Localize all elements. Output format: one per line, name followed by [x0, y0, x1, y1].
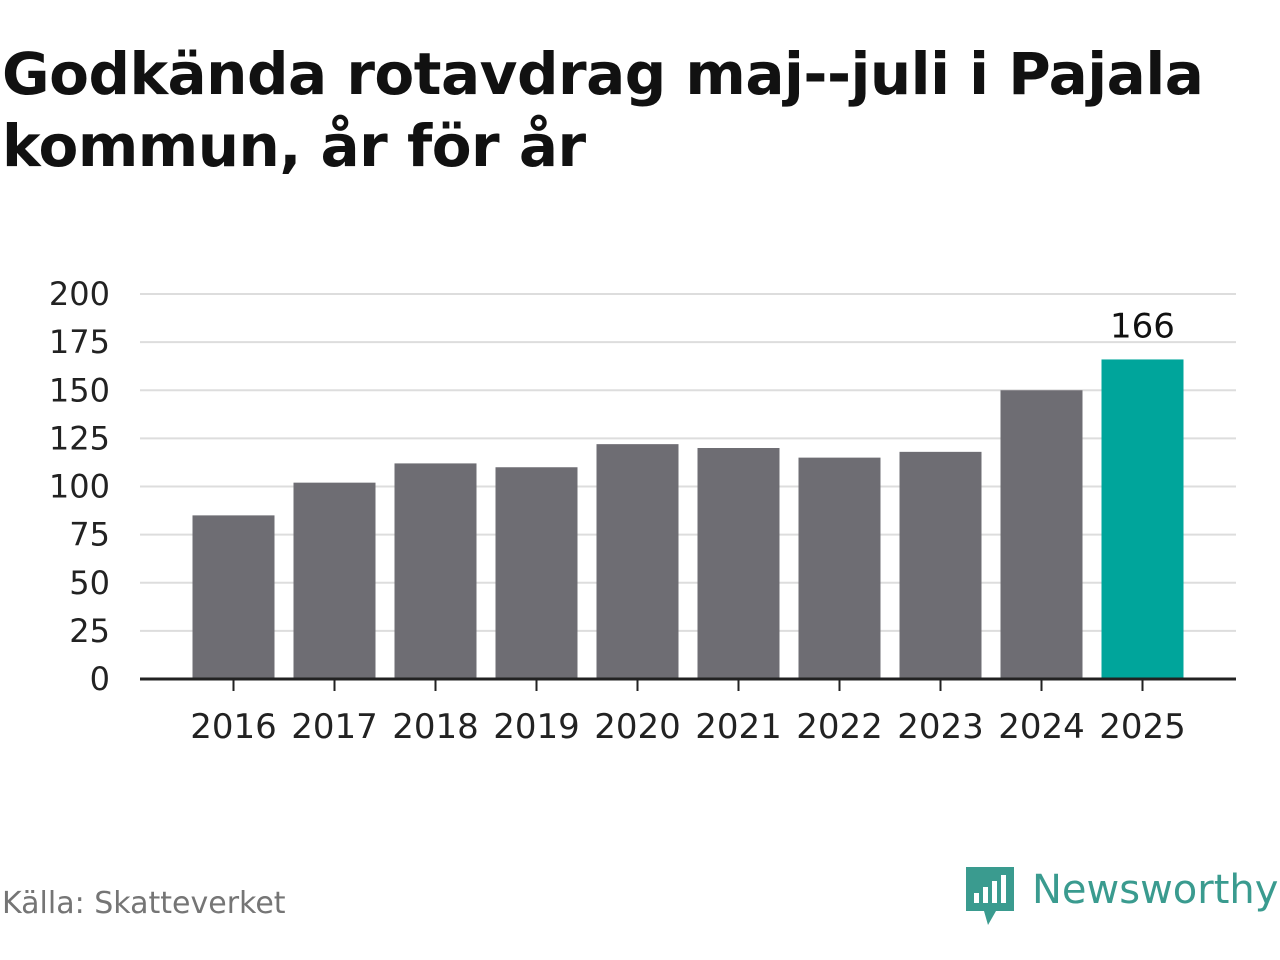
newsworthy-logo-icon [966, 867, 1014, 925]
bars [192, 359, 1184, 679]
x-tick-label: 2023 [897, 707, 984, 747]
bar-2019 [495, 467, 578, 679]
y-tick-label: 125 [49, 419, 110, 457]
chart-title: Godkända rotavdrag maj--juli i Pajala ko… [2, 40, 1204, 180]
source-note: Källa: Skatteverket [2, 886, 286, 921]
bar-2021 [697, 448, 780, 679]
x-tick-label: 2021 [695, 707, 782, 747]
bar-2023 [899, 451, 982, 679]
brand-block: Newsworthy [964, 864, 1278, 928]
x-tick-label: 2016 [190, 707, 277, 747]
brand-name: Newsworthy [1032, 867, 1279, 913]
y-tick-label: 25 [69, 612, 110, 650]
bar-2018 [394, 463, 477, 679]
y-tick-label: 0 [90, 660, 110, 698]
y-axis-labels: 0 25 50 75 100 125 150 175 200 [49, 275, 110, 698]
y-tick-label: 100 [49, 468, 110, 506]
data-labels: 166 [1107, 303, 1178, 349]
x-axis-labels: 2016 2017 2018 2019 2020 2021 2022 2023 2024 2025 [190, 707, 1186, 747]
bar-2022 [798, 457, 881, 679]
data-label-2025: 166 [1110, 306, 1175, 346]
x-tick-label: 2022 [796, 707, 883, 747]
bar-2025 [1101, 359, 1184, 679]
x-tick-label: 2024 [998, 707, 1085, 747]
y-tick-label: 150 [49, 371, 110, 409]
bar-2017 [293, 482, 376, 679]
x-axis [140, 677, 1236, 691]
x-tick-label: 2017 [291, 707, 378, 747]
bar-2020 [596, 444, 679, 679]
x-tick-label: 2019 [493, 707, 580, 747]
bar-2016 [192, 515, 275, 679]
x-tick-label: 2018 [392, 707, 479, 747]
y-tick-label: 75 [69, 516, 110, 554]
bar-2024 [1000, 390, 1083, 679]
x-tick-label: 2020 [594, 707, 681, 747]
y-tick-label: 200 [49, 275, 110, 313]
y-tick-label: 175 [49, 323, 110, 361]
x-tick-label: 2025 [1099, 707, 1186, 747]
y-tick-label: 50 [69, 564, 110, 602]
